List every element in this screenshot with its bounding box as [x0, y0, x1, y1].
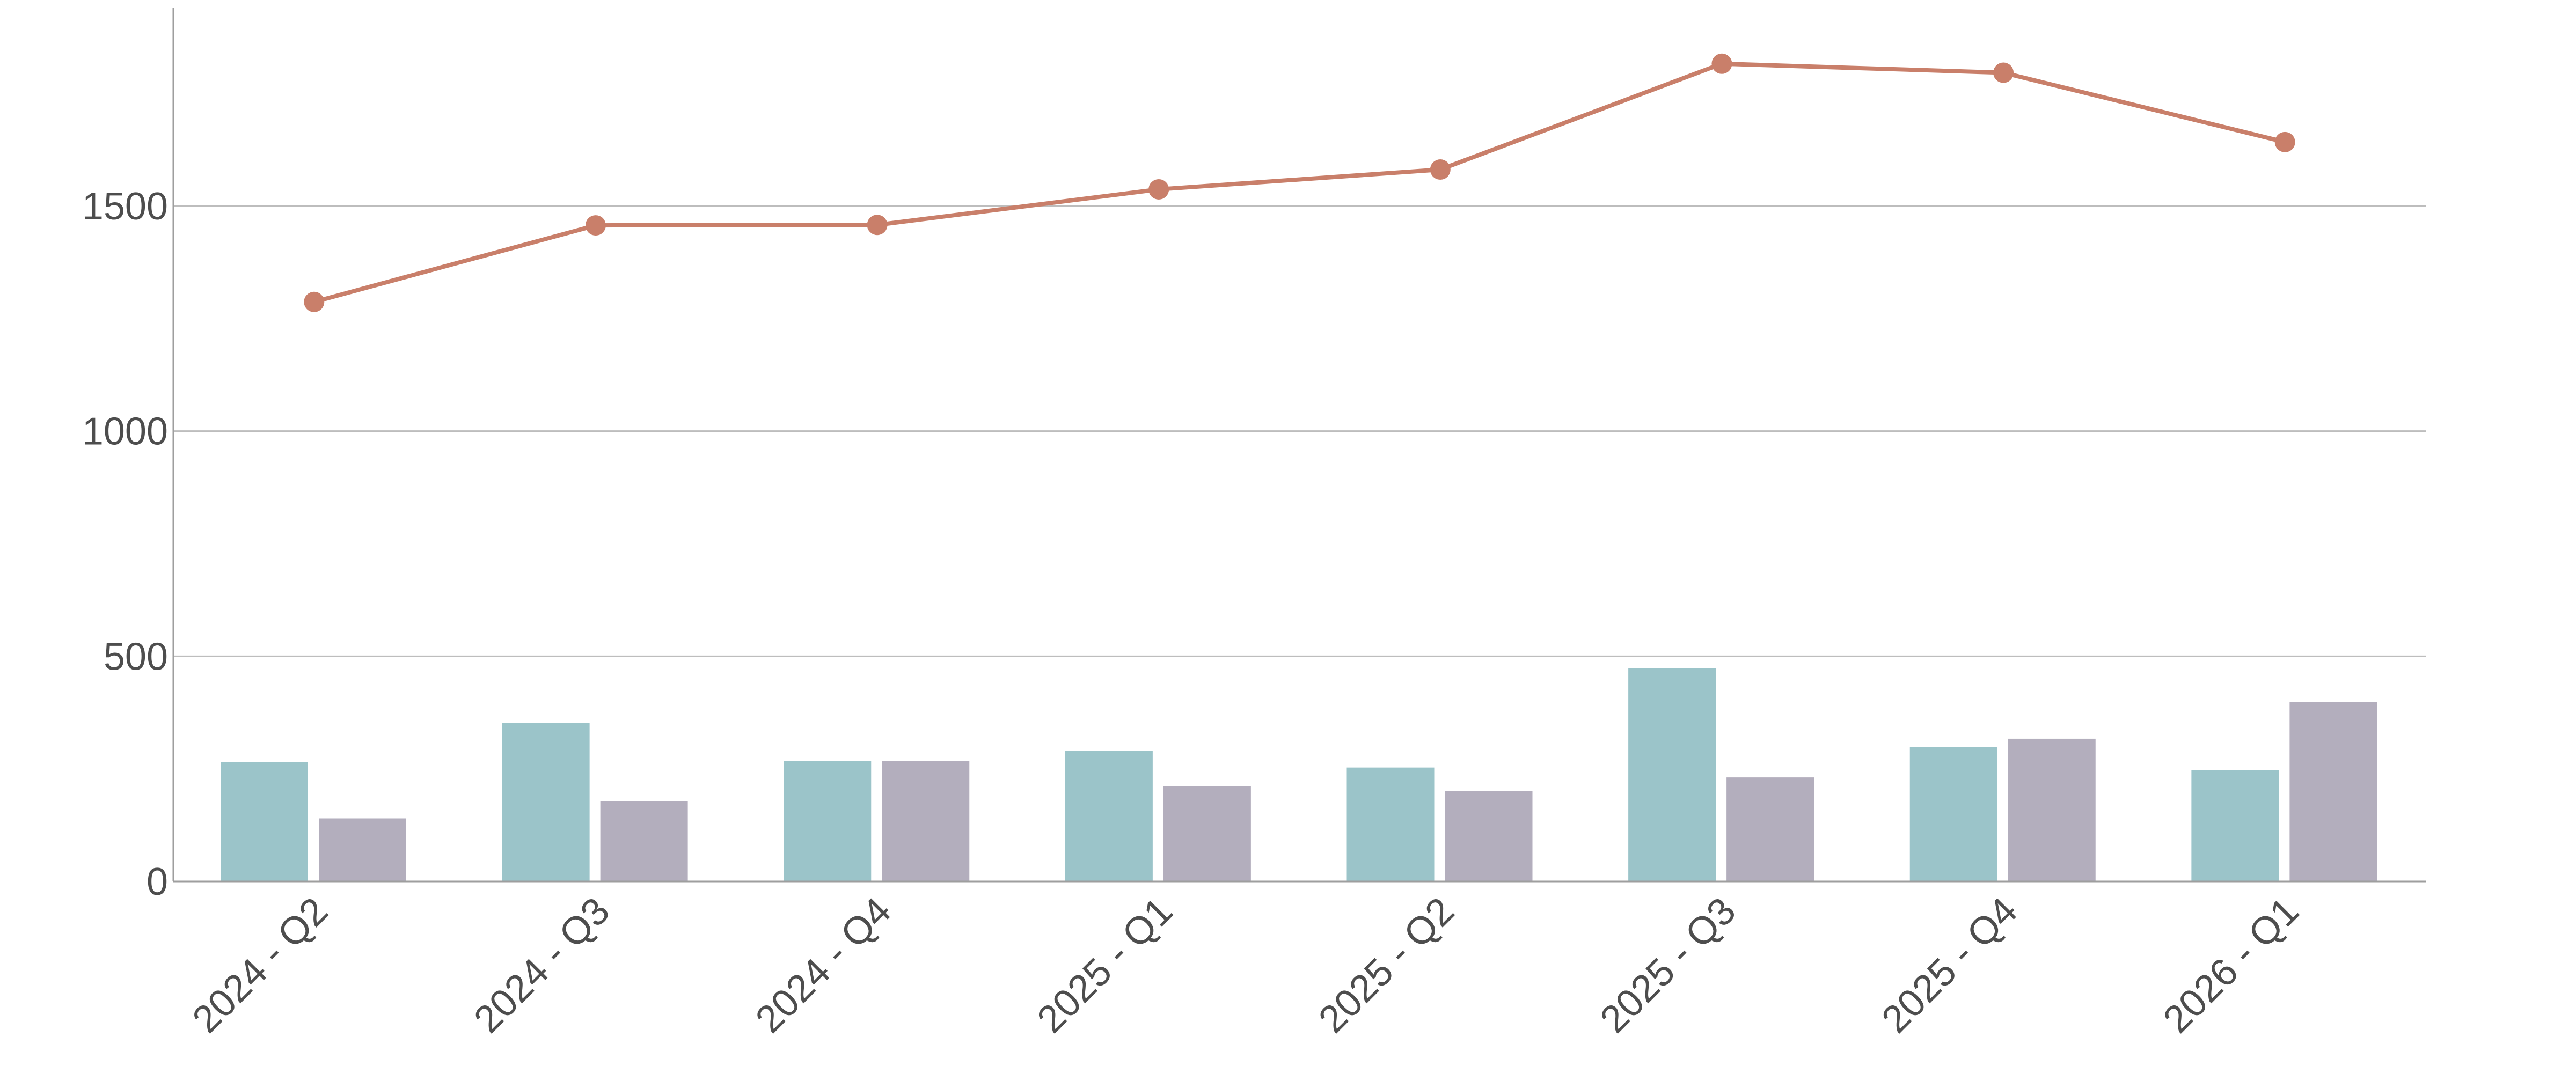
x-tick-label: 2025 - Q2	[1311, 889, 1462, 1041]
bar-series-1	[1628, 668, 1716, 881]
axes	[172, 8, 2426, 883]
bar-series-2	[1726, 777, 1814, 881]
line-point	[585, 215, 606, 236]
x-tick-label: 2024 - Q2	[185, 889, 336, 1041]
line-point	[304, 291, 325, 312]
x-tick-label: 2025 - Q3	[1592, 889, 1744, 1041]
y-tick-label: 1000	[82, 410, 168, 453]
line-series-path	[313, 61, 2286, 304]
bar-series-2	[600, 801, 688, 881]
bar-series-2	[2289, 702, 2377, 881]
line-point	[1148, 179, 1169, 200]
x-tick-label: 2026 - Q1	[2155, 889, 2307, 1041]
bar-series-2	[1445, 791, 1533, 881]
y-tick-label: 0	[147, 861, 168, 903]
line-point	[1711, 53, 1732, 74]
line-point	[867, 215, 888, 236]
line-point	[1430, 159, 1451, 180]
x-tick-label: 2024 - Q3	[466, 889, 618, 1041]
y-tick-label: 1500	[82, 185, 168, 228]
line-point	[1993, 62, 2014, 83]
x-tick-label: 2025 - Q4	[1874, 889, 2025, 1041]
line-point	[2274, 131, 2295, 152]
bar-series-1	[784, 761, 872, 881]
x-tick-labels: 2024 - Q2 2024 - Q3 2024 - Q4 2025 - Q1 2025…	[185, 889, 2307, 1041]
bar-series-1	[1909, 747, 1997, 881]
y-tick-labels: 0 500 1000 1500	[82, 185, 168, 903]
bar-series-1	[221, 762, 308, 881]
line-series	[304, 53, 2295, 312]
bar-series-1	[2191, 770, 2279, 881]
gridlines	[173, 205, 2426, 657]
bars	[221, 668, 2377, 881]
y-tick-label: 500	[104, 635, 168, 678]
x-tick-label: 2025 - Q1	[1029, 889, 1181, 1041]
bar-series-1	[1065, 751, 1153, 881]
bar-series-2	[319, 818, 406, 881]
bar-series-1	[502, 723, 590, 881]
x-tick-label: 2024 - Q4	[748, 889, 899, 1041]
bar-series-2	[882, 761, 970, 881]
bar-series-2	[1163, 786, 1251, 881]
bar-series-2	[2008, 738, 2096, 881]
bar-series-1	[1346, 767, 1435, 881]
